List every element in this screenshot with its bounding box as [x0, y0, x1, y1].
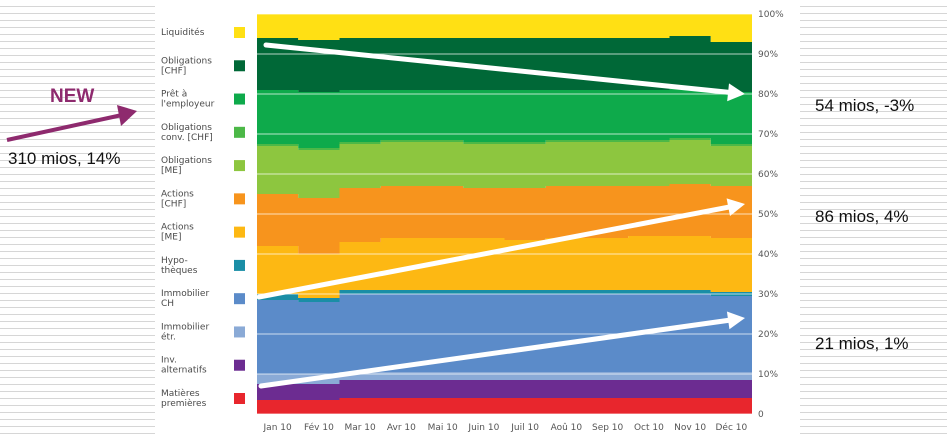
stacked-area-chart: 0 10% 20% 30% 40% 50% 60% 70% 80% 90% 100% Jan 10 Fé… [161, 10, 784, 433]
legend-label: thèques [161, 265, 198, 276]
trend-arrow-line [263, 42, 731, 95]
y-tick-label: 60% [758, 170, 778, 180]
legend-label: Immobilier [161, 322, 209, 332]
trend-arrow-head [726, 311, 745, 330]
legend-label: Immobilier [161, 289, 209, 299]
new-label: NEW [50, 86, 95, 107]
legend-swatch [234, 293, 245, 305]
x-tick-label: Fév 10 [304, 422, 334, 433]
series-area-1 [257, 380, 752, 400]
legend-label: Hypo- [161, 256, 188, 266]
series-area-7 [257, 140, 752, 198]
legend-label: [CHF] [161, 199, 186, 209]
left-note: 310 mios, 14% [8, 149, 121, 168]
chart-panel: 0 10% 20% 30% 40% 50% 60% 70% 80% 90% 100% Jan 10 Fé… [155, 0, 800, 436]
legend-label: conv. [CHF] [161, 133, 213, 143]
x-tick-label: Juil 10 [510, 423, 539, 433]
legend-label: Obligations [161, 123, 212, 133]
series-area-10 [257, 36, 752, 92]
legend-swatch [234, 326, 245, 338]
x-tick-label: Avr 10 [387, 423, 416, 433]
y-tick-label: 100% [758, 10, 784, 20]
x-tick-label: Sep 10 [592, 423, 624, 433]
legend-label: l'employeur [161, 100, 215, 110]
legend-label: alternatifs [161, 366, 207, 376]
x-tick-label: Jan 10 [263, 423, 292, 433]
y-tick-label: 30% [758, 290, 778, 300]
legend-label: Actions [161, 189, 194, 199]
legend-swatch [234, 193, 245, 205]
legend-label: étr. [161, 331, 176, 342]
legend-swatch [234, 259, 245, 271]
x-tick-label: Oct 10 [634, 423, 664, 433]
legend-label: [ME] [161, 233, 181, 243]
legend-label: Prêt à [161, 89, 187, 100]
y-tick-label: 40% [758, 250, 778, 260]
series-area-0 [257, 398, 752, 414]
legend-label: Matières [161, 388, 200, 399]
y-tick-label: 0 [758, 410, 764, 420]
series-area-6 [257, 184, 752, 254]
legend-swatch [234, 126, 245, 138]
legend-label: Obligations [161, 156, 212, 166]
x-tick-label: Mar 10 [344, 423, 376, 433]
series-area-9 [257, 88, 752, 148]
legend-label: premières [161, 398, 207, 409]
legend-swatch [234, 226, 245, 238]
trend-arrow-head [726, 198, 745, 217]
legend-label: Actions [161, 223, 194, 233]
y-tick-label: 90% [758, 50, 778, 60]
x-tick-label: Mai 10 [428, 423, 458, 433]
legend-label: CH [161, 299, 174, 309]
legend-swatch [234, 93, 245, 105]
series-area-11 [257, 14, 752, 42]
y-tick-label: 80% [758, 90, 778, 100]
legend-swatch [234, 160, 245, 172]
x-tick-label: Déc 10 [716, 422, 748, 433]
y-tick-label: 50% [758, 210, 778, 220]
legend-label: [CHF] [161, 66, 186, 76]
new-arrow [6, 105, 137, 142]
trend-arrow-head [727, 83, 745, 102]
series-area-5 [257, 236, 752, 298]
legend-swatch [234, 393, 245, 404]
legend-label: [ME] [161, 166, 181, 176]
right-note-bottom: 21 mios, 1% [815, 334, 909, 353]
legend-swatch [234, 60, 245, 72]
x-tick-label: Nov 10 [674, 423, 706, 433]
series-area-2 [257, 372, 752, 384]
y-tick-label: 20% [758, 330, 778, 340]
legend-label: Inv. [161, 356, 177, 366]
y-tick-label: 70% [758, 130, 778, 140]
legend-swatch [234, 27, 245, 38]
x-tick-label: Aoû 10 [551, 423, 583, 433]
legend-label: Obligations [161, 56, 212, 66]
right-note-middle: 86 mios, 4% [815, 207, 909, 226]
y-tick-label: 10% [758, 370, 778, 380]
trend-arrow-line [256, 204, 731, 300]
right-note-top: 54 mios, -3% [815, 96, 915, 115]
legend-swatch [234, 359, 245, 371]
legend-label: Liquidités [161, 27, 205, 38]
series-area-4 [257, 290, 752, 302]
x-tick-label: Juin 10 [467, 423, 499, 433]
trend-arrow-line [258, 317, 731, 389]
